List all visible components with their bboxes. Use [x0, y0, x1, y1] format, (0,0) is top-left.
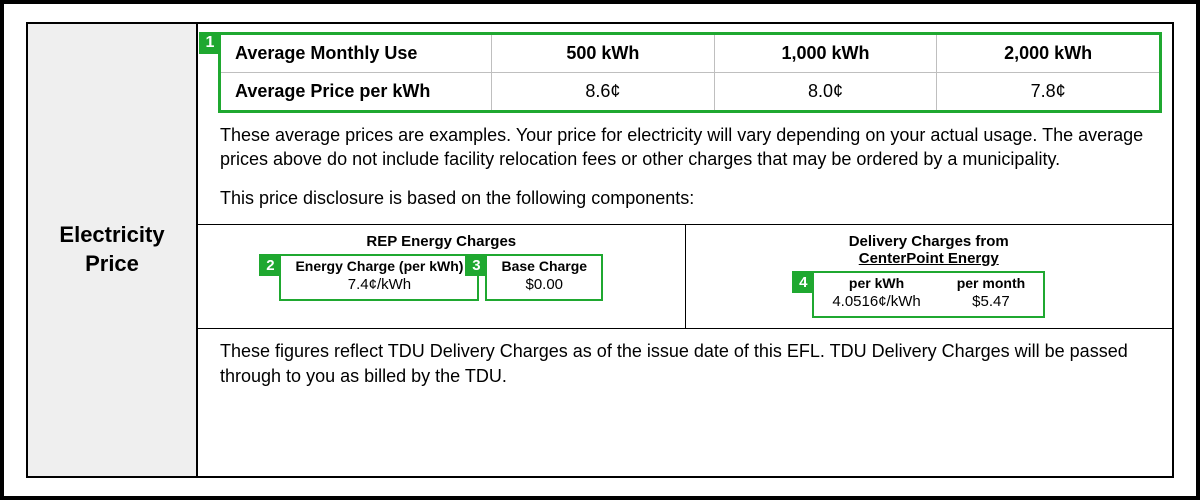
energy-charge-hdr: Energy Charge (per kWh) [295, 258, 463, 274]
callout-4: 4 [792, 271, 814, 293]
delivery-per-kwh-val: 4.0516¢/kWh [832, 293, 920, 310]
page-frame: Electricity Price 1 Average Monthly Use … [0, 0, 1200, 500]
callout-3: 3 [465, 254, 487, 276]
rep-charges-col: REP Energy Charges 2 Energy Charge (per … [198, 225, 686, 329]
energy-charge-box: 2 Energy Charge (per kWh) 7.4¢/kWh [279, 254, 479, 301]
avg-price-2000: 7.8¢ [937, 73, 1159, 110]
callout-2: 2 [259, 254, 281, 276]
delivery-per-month-val: $5.47 [957, 293, 1025, 310]
avg-price-1000: 8.0¢ [715, 73, 938, 110]
energy-charge-val: 7.4¢/kWh [295, 276, 463, 293]
section-content: 1 Average Monthly Use 500 kWh 1,000 kWh … [198, 24, 1172, 476]
rep-box-row: 2 Energy Charge (per kWh) 7.4¢/kWh 3 Bas… [208, 254, 675, 301]
avg-price-label: Average Price per kWh [221, 73, 492, 110]
avg-price-table: 1 Average Monthly Use 500 kWh 1,000 kWh … [218, 32, 1162, 113]
base-charge-hdr: Base Charge [501, 258, 587, 274]
avg-use-2000: 2,000 kWh [937, 35, 1159, 72]
delivery-charges-col: Delivery Charges from CenterPoint Energy… [686, 225, 1173, 329]
disclaimer-p2: This price disclosure is based on the fo… [220, 186, 1150, 210]
delivery-title-l1: Delivery Charges from [849, 233, 1009, 250]
tdu-footnote: These figures reflect TDU Delivery Charg… [198, 329, 1172, 398]
callout-1: 1 [199, 32, 221, 54]
base-charge-box: 3 Base Charge $0.00 [485, 254, 603, 301]
avg-use-row: Average Monthly Use 500 kWh 1,000 kWh 2,… [221, 35, 1159, 73]
delivery-title-l2: CenterPoint Energy [859, 250, 999, 267]
base-charge-val: $0.00 [501, 276, 587, 293]
section-title-line1: Electricity [59, 221, 164, 250]
delivery-per-kwh-hdr: per kWh [832, 275, 920, 291]
component-charges: REP Energy Charges 2 Energy Charge (per … [198, 224, 1172, 330]
rep-charges-title: REP Energy Charges [208, 233, 675, 250]
section-label: Electricity Price [28, 24, 198, 476]
delivery-box-row: 4 per kWh 4.0516¢/kWh per month $5.47 [696, 271, 1163, 318]
efl-price-block: Electricity Price 1 Average Monthly Use … [26, 22, 1174, 478]
delivery-per-kwh: per kWh 4.0516¢/kWh [814, 273, 938, 316]
disclaimer-p1: These average prices are examples. Your … [220, 123, 1150, 172]
avg-price-row: Average Price per kWh 8.6¢ 8.0¢ 7.8¢ [221, 73, 1159, 110]
section-title-line2: Price [85, 250, 139, 279]
delivery-box: 4 per kWh 4.0516¢/kWh per month $5.47 [812, 271, 1045, 318]
delivery-per-month: per month $5.47 [939, 273, 1043, 316]
delivery-per-month-hdr: per month [957, 275, 1025, 291]
avg-price-500: 8.6¢ [492, 73, 715, 110]
avg-use-1000: 1,000 kWh [715, 35, 938, 72]
avg-use-label: Average Monthly Use [221, 35, 492, 72]
avg-use-500: 500 kWh [492, 35, 715, 72]
delivery-charges-title: Delivery Charges from CenterPoint Energy [696, 233, 1163, 268]
disclaimer-block: These average prices are examples. Your … [198, 113, 1172, 224]
